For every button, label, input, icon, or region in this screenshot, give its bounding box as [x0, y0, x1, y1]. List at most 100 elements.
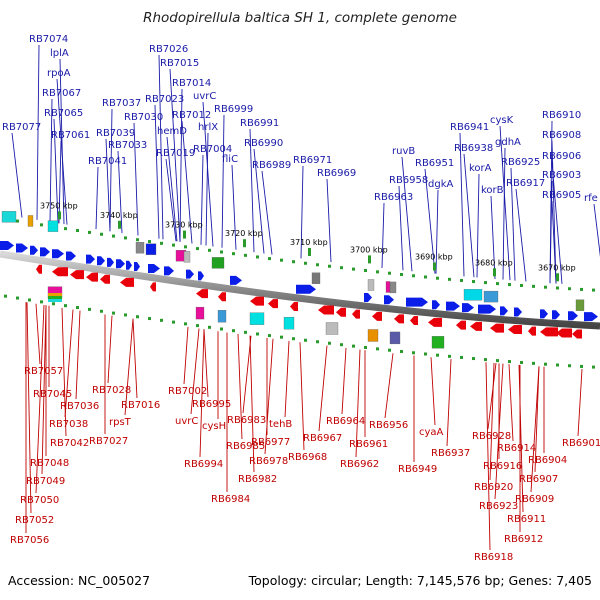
top-gene-label: RB7077	[2, 122, 41, 133]
reverse-gene-arrow	[336, 307, 346, 317]
bottom-gene-label: rpsT	[109, 417, 132, 428]
bottom-gene-label: RB7042	[50, 438, 89, 449]
top-gene-label: RB6958	[389, 175, 428, 186]
gene-feature	[217, 310, 227, 323]
reverse-gene-arrow	[410, 316, 418, 326]
scale-label: 3720 kbp	[225, 229, 263, 238]
forward-gene-arrow	[500, 306, 508, 316]
bottom-gene-label: RB6967	[303, 433, 342, 444]
gene-feature	[1, 211, 17, 223]
top-gene-label: RB7030	[124, 112, 163, 123]
gene-feature	[367, 279, 375, 291]
bottom-gene-label: RB6956	[369, 420, 408, 431]
top-gene-label: RB7023	[145, 94, 184, 105]
top-gene-label: lplA	[50, 48, 69, 59]
scale-track: 3750 kbp 3740 kbp 3730 kbp 3720 kbp 3710 kbp…	[4, 201, 595, 369]
reverse-gene-arrow	[372, 311, 382, 321]
top-gene-label: RB6969	[317, 168, 356, 179]
gene-feature	[463, 289, 483, 301]
forward-gene-arrow	[16, 243, 28, 253]
gene-feature	[183, 251, 191, 263]
top-gene-label: RB7026	[149, 44, 188, 55]
bottom-gene-label: RB6977	[251, 437, 290, 448]
scale-label: 3670 kbp	[538, 263, 576, 272]
top-gene-label: RB7061	[51, 130, 90, 141]
bottom-gene-label: RB7028	[92, 385, 131, 396]
bottom-gene-label: cyaA	[419, 427, 444, 438]
top-gene-label: RB7033	[108, 140, 147, 151]
bottom-gene-label: RB6909	[515, 494, 554, 505]
bottom-gene-label: RB7036	[60, 401, 99, 412]
top-gene-label: RB7012	[172, 110, 211, 121]
gene-feature	[575, 299, 585, 311]
forward-gene-arrow	[568, 311, 578, 321]
forward-gene-arrow	[116, 259, 125, 269]
gene-feature	[48, 293, 62, 296]
forward-gene-arrow	[552, 310, 560, 320]
forward-gene-arrow	[52, 249, 64, 259]
top-gene-label: RB7039	[96, 128, 135, 139]
map-title: Rhodopirellula baltica SH 1, complete ge…	[143, 10, 457, 26]
top-gene-label: RB6917	[506, 178, 545, 189]
scale-label: 3680 kbp	[475, 258, 513, 267]
reverse-gene-arrow	[428, 317, 442, 327]
gene-feature	[325, 322, 339, 335]
bottom-gene-label: RB7027	[89, 436, 128, 447]
gene-feature	[48, 296, 62, 299]
reverse-gene-arrow	[540, 327, 558, 337]
forward-gene-arrow	[97, 256, 105, 266]
gene-feature	[389, 331, 401, 345]
top-gene-label: RB6941	[450, 122, 489, 133]
top-gene-label: RB6999	[214, 104, 253, 115]
reverse-gene-arrow	[52, 267, 68, 277]
top-gene-label: RB6905	[542, 190, 581, 201]
forward-gene-arrow	[148, 264, 160, 274]
reverse-gene-arrow	[290, 301, 298, 311]
gene-feature	[431, 336, 445, 349]
top-gene-label: RB6989	[252, 160, 291, 171]
top-gene-label: RB7041	[88, 156, 127, 167]
bottom-gene-label: RB6928	[472, 431, 511, 442]
top-gene-label: rfe	[584, 193, 598, 204]
bottom-gene-label: RB6964	[326, 416, 365, 427]
top-gene-label: RB7074	[29, 34, 68, 45]
forward-gene-arrow	[384, 295, 394, 305]
genome-backbone	[0, 250, 600, 330]
bottom-gene-label: RB6914	[497, 443, 536, 454]
top-gene-label: gdhA	[495, 137, 521, 148]
forward-gene-arrow	[514, 307, 522, 317]
gene-feature	[311, 272, 321, 284]
top-gene-label: ruvB	[392, 146, 415, 157]
bottom-gene-label: RB6923	[479, 501, 518, 512]
reverse-gene-arrow	[196, 289, 208, 299]
bottom-gene-label: RB6994	[184, 459, 223, 470]
forward-gene-arrow	[230, 275, 242, 285]
bottom-gene-label: RB7038	[49, 419, 88, 430]
bottom-gene-label: RB7056	[10, 535, 49, 546]
forward-gene-arrow	[134, 261, 140, 271]
top-gene-label: RB6963	[374, 192, 413, 203]
bottom-gene-label: RB7050	[20, 495, 59, 506]
reverse-gene-arrow	[352, 309, 360, 319]
reverse-gene-arrow	[218, 292, 226, 302]
bottom-gene-label: RB6984	[211, 494, 250, 505]
forward-gene-arrow	[126, 260, 132, 270]
gene-feature	[48, 299, 62, 302]
accession-text: Accession: NC_005027	[8, 573, 150, 588]
bottom-gene-label: RB7048	[30, 458, 69, 469]
bottom-gene-label: RB6920	[474, 482, 513, 493]
top-gene-label: korB	[481, 185, 504, 196]
scale-label: 3740 kbp	[100, 211, 138, 220]
reverse-gene-arrow	[318, 305, 334, 315]
forward-gene-arrow	[296, 284, 316, 294]
top-gene-label: RB6990	[244, 138, 283, 149]
top-gene-label: RB6925	[501, 157, 540, 168]
top-gene-label: RB7015	[160, 58, 199, 69]
forward-gene-arrow	[364, 293, 372, 303]
top-gene-label: RB7019	[156, 148, 195, 159]
bottom-gene-label: RB6912	[504, 534, 543, 545]
top-gene-label: RB7014	[172, 78, 211, 89]
gene-feature	[211, 257, 225, 269]
gene-features	[0, 211, 598, 349]
